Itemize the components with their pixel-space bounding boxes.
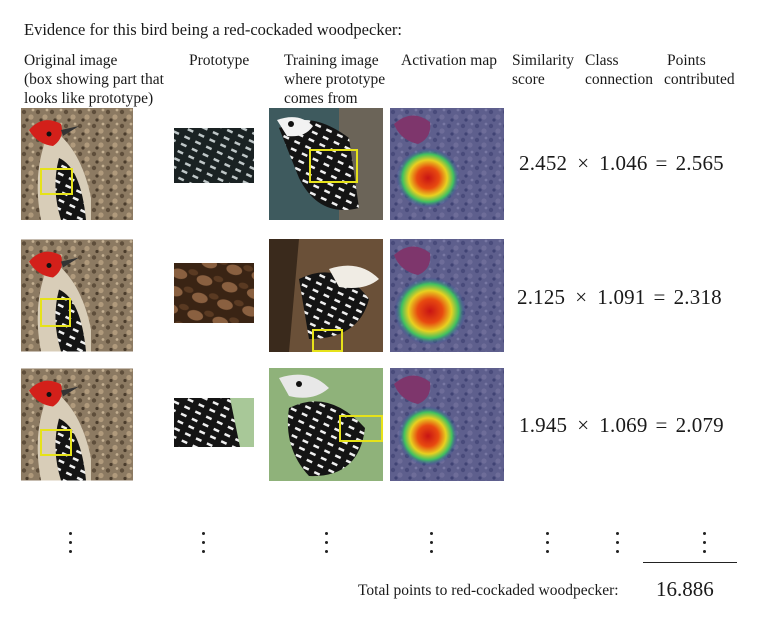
header-line: Activation map — [401, 51, 497, 70]
similarity-score: 2.125 — [517, 285, 565, 309]
activation-map — [390, 239, 504, 352]
activation-map — [390, 108, 504, 220]
header-line: contributed — [664, 70, 735, 89]
vertical-ellipsis — [702, 532, 708, 559]
vertical-ellipsis — [545, 532, 551, 559]
header-original-image: Original image (box showing part that lo… — [24, 51, 164, 108]
header-line: Class — [585, 51, 653, 70]
equals-sign: = — [656, 413, 668, 437]
score-equation: 2.125 × 1.091 = 2.318 — [517, 285, 722, 310]
prototype-image — [174, 263, 254, 323]
score-equation: 1.945 × 1.069 = 2.079 — [519, 413, 724, 438]
header-line: connection — [585, 70, 653, 89]
header-line: (box showing part that — [24, 70, 164, 89]
class-connection: 1.069 — [599, 413, 647, 437]
header-line: comes from — [284, 89, 385, 108]
prototype-source-box — [312, 329, 343, 352]
class-connection: 1.046 — [599, 151, 647, 175]
activation-map — [390, 368, 504, 481]
header-points-contributed: Points contributed — [664, 51, 735, 89]
header-similarity-score: Similarity score — [512, 51, 574, 89]
prototype-match-box — [40, 168, 73, 195]
points-contributed: 2.565 — [676, 151, 724, 175]
prototype-source-box — [339, 415, 383, 442]
header-prototype: Prototype — [189, 51, 249, 70]
vertical-ellipsis — [68, 532, 74, 559]
header-line: Similarity — [512, 51, 574, 70]
training-image — [269, 239, 383, 352]
header-line: score — [512, 70, 574, 89]
header-line: where prototype — [284, 70, 385, 89]
similarity-score: 1.945 — [519, 413, 567, 437]
vertical-ellipsis — [615, 532, 621, 559]
equals-sign: = — [654, 285, 666, 309]
prototype-image — [174, 128, 254, 183]
header-training-image: Training image where prototype comes fro… — [284, 51, 385, 108]
times-sign: × — [575, 285, 587, 309]
prototype-source-box — [309, 149, 358, 183]
points-contributed: 2.079 — [676, 413, 724, 437]
similarity-score: 2.452 — [519, 151, 567, 175]
sum-rule — [643, 562, 737, 563]
header-line: Points — [664, 51, 735, 70]
vertical-ellipsis — [429, 532, 435, 559]
header-line: Prototype — [189, 51, 249, 70]
points-contributed: 2.318 — [674, 285, 722, 309]
original-image — [21, 368, 133, 481]
training-image — [269, 108, 383, 220]
header-line: looks like prototype) — [24, 89, 164, 108]
vertical-ellipsis — [201, 532, 207, 559]
original-image — [21, 108, 133, 220]
total-value: 16.886 — [656, 577, 714, 602]
times-sign: × — [577, 413, 589, 437]
training-image — [269, 368, 383, 481]
times-sign: × — [577, 151, 589, 175]
header-activation-map: Activation map — [401, 51, 497, 70]
total-label: Total points to red-cockaded woodpecker: — [358, 582, 619, 600]
header-class-connection: Class connection — [585, 51, 653, 89]
equals-sign: = — [656, 151, 668, 175]
class-connection: 1.091 — [597, 285, 645, 309]
prototype-image — [174, 398, 254, 447]
prototype-match-box — [40, 429, 72, 456]
original-image — [21, 239, 133, 352]
prototype-match-box — [40, 298, 71, 327]
vertical-ellipsis — [324, 532, 330, 559]
header-line: Training image — [284, 51, 385, 70]
figure-title: Evidence for this bird being a red-cocka… — [24, 20, 402, 40]
score-equation: 2.452 × 1.046 = 2.565 — [519, 151, 724, 176]
header-line: Original image — [24, 51, 164, 70]
